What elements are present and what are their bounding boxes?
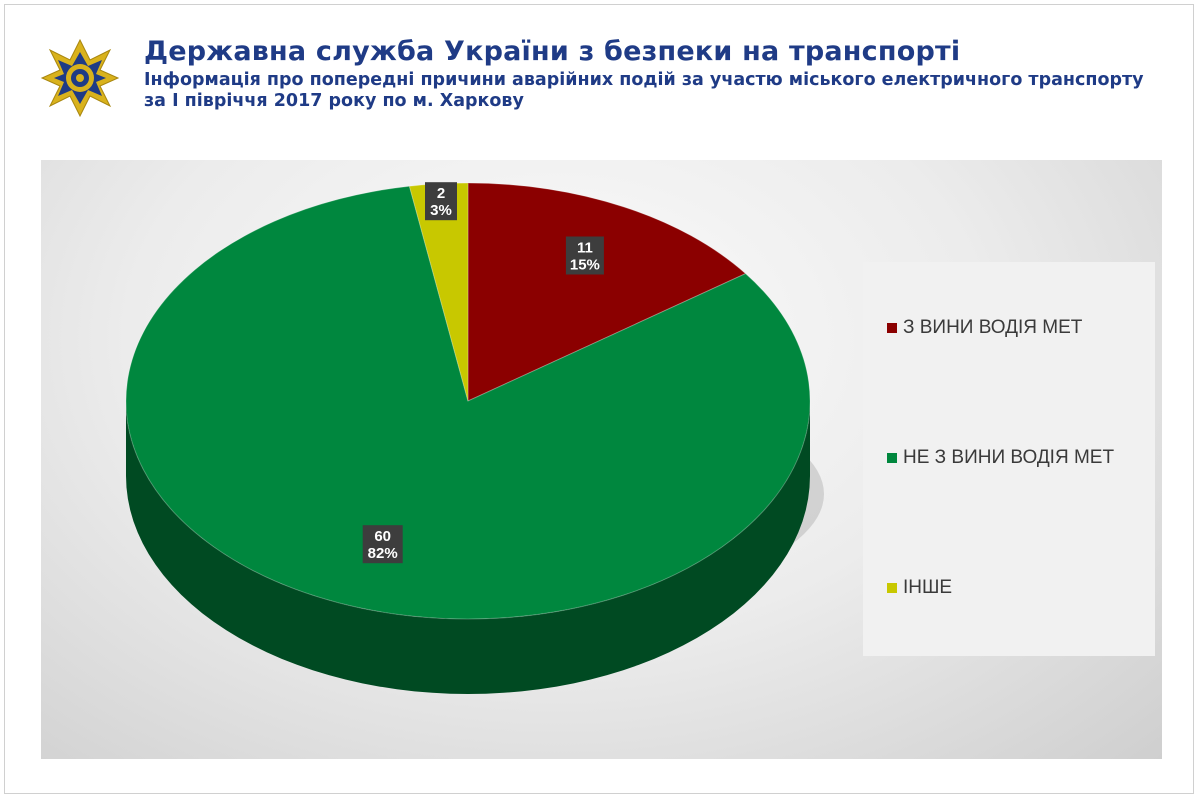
data-label-value-0: 11 bbox=[577, 240, 593, 257]
data-label-box-0 bbox=[565, 236, 604, 275]
data-label-box-2 bbox=[425, 182, 457, 221]
legend-label-0: З ВИНИ ВОДІЯ МЕТ bbox=[903, 317, 1083, 338]
legend-swatch-1 bbox=[887, 453, 897, 463]
pie-slice-0 bbox=[467, 182, 747, 402]
legend-item-2: ІНШЕ bbox=[887, 577, 952, 599]
pie-slice-1 bbox=[125, 185, 811, 620]
legend-swatch-0 bbox=[887, 323, 897, 333]
data-label-value-2: 2 bbox=[437, 185, 445, 202]
data-label-box-1 bbox=[362, 525, 403, 564]
slide-frame bbox=[4, 4, 1194, 794]
data-label-percent-2: 3% bbox=[430, 202, 452, 219]
data-label-2: 23% bbox=[425, 182, 457, 221]
chart-area: 11 15% 60 82% 2 3% bbox=[41, 160, 1162, 759]
page-subtitle: Інформація про попередні причини аварійн… bbox=[144, 70, 1144, 111]
data-label-percent-0: 15% bbox=[570, 257, 600, 274]
legend-label-1: НЕ З ВИНИ ВОДІЯ МЕТ bbox=[903, 447, 1115, 468]
data-label-value-1: 60 bbox=[374, 528, 391, 545]
chart-legend: З ВИНИ ВОДІЯ МЕТ НЕ З ВИНИ ВОДІЯ МЕТ ІНШ… bbox=[863, 262, 1155, 656]
legend-item-0: З ВИНИ ВОДІЯ МЕТ bbox=[887, 317, 1082, 339]
pie-side-1 bbox=[126, 401, 810, 694]
legend-item-1: НЕ З ВИНИ ВОДІЯ МЕТ bbox=[887, 447, 1114, 469]
legend-label-2: ІНШЕ bbox=[903, 577, 953, 598]
legend-swatch-2 bbox=[887, 583, 897, 593]
data-label-percent-1: 82% bbox=[368, 545, 398, 562]
emblem-icon bbox=[40, 38, 120, 118]
page-title: Державна служба України з безпеки на тра… bbox=[144, 36, 961, 67]
